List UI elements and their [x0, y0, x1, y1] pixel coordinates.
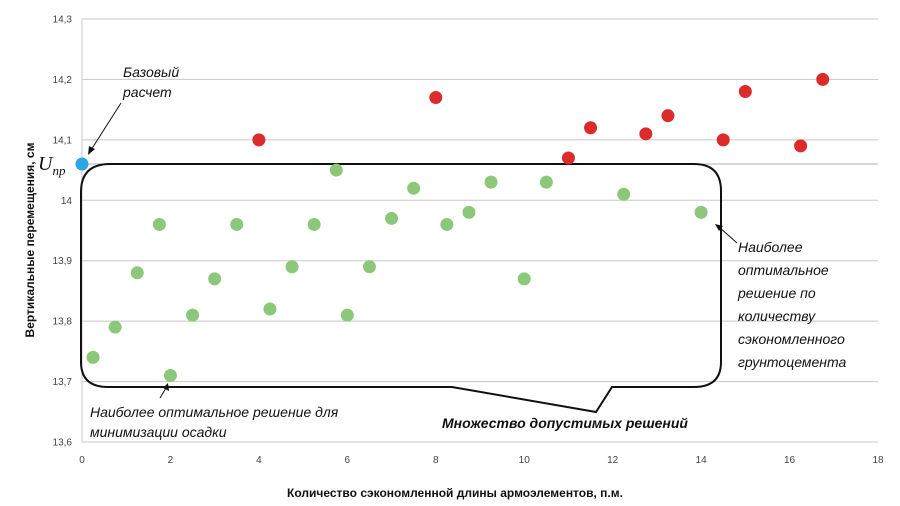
feasible-point — [307, 217, 321, 231]
infeasible-point — [794, 139, 808, 153]
feasible-point — [230, 217, 244, 231]
infeasible-point — [429, 91, 443, 105]
y-tick-label: 13,6 — [53, 438, 73, 449]
annotation-base-line2: расчет — [122, 84, 172, 100]
feasible-point — [407, 181, 421, 195]
feasible-point — [517, 272, 531, 286]
feasible-point — [440, 217, 454, 231]
feasible-point — [539, 175, 553, 189]
infeasible-point — [816, 72, 830, 86]
feasible-set-region — [80, 163, 722, 414]
infeasible-point — [561, 151, 575, 165]
annotation-opt-line3: решение по — [737, 285, 816, 301]
y-tick-label: 14 — [61, 196, 73, 207]
feasible-point — [617, 187, 631, 201]
y-tick-label: 13,7 — [53, 377, 73, 388]
feasible-point — [340, 308, 354, 322]
infeasible-point — [661, 109, 675, 123]
threshold-label: Uпр — [38, 153, 66, 178]
infeasible-point — [716, 133, 730, 147]
x-tick-label: 14 — [696, 455, 708, 466]
feasible-point — [362, 260, 376, 274]
annotation-opt-line4: количеству — [738, 308, 816, 324]
x-tick-labels: 0 2 4 6 8 10 12 14 16 18 — [79, 455, 884, 466]
annotation-opt-line2: оптимальное — [738, 262, 829, 278]
annotation-opt-line1: Наиболее — [738, 239, 803, 255]
feasible-point — [208, 272, 222, 286]
x-tick-label: 16 — [784, 455, 796, 466]
feasible-point — [86, 350, 100, 364]
infeasible-point — [738, 85, 752, 99]
threshold-label-sub: пр — [52, 163, 66, 178]
x-tick-label: 0 — [79, 455, 85, 466]
x-tick-label: 4 — [256, 455, 262, 466]
x-axis-title: Количество сэкономленной длины армоэлеме… — [287, 486, 623, 500]
annotation-opt-line6: грунтоцемента — [738, 354, 846, 370]
annotation-opt-arrowhead — [715, 224, 723, 231]
feasible-point — [385, 211, 399, 225]
annotation-opt-arrow — [718, 226, 738, 244]
feasible-point — [462, 205, 476, 219]
annotation-base-arrowhead — [88, 146, 95, 155]
x-tick-label: 8 — [433, 455, 439, 466]
feasible-point — [130, 266, 144, 280]
annotation-min-line2: минимизации осадки — [90, 424, 227, 440]
threshold-label-main: U — [38, 153, 54, 175]
gridlines — [81, 18, 878, 443]
y-tick-labels: 13,6 13,7 13,8 13,9 14 14,1 14,2 14,3 — [53, 15, 73, 449]
x-tick-label: 12 — [607, 455, 619, 466]
feasible-point — [694, 205, 708, 219]
feasible-point — [263, 302, 277, 316]
y-tick-label: 14,3 — [53, 15, 73, 26]
y-tick-label: 13,9 — [53, 256, 73, 267]
x-tick-label: 2 — [168, 455, 174, 466]
annotation-feasible-set: Множество допустимых решений — [442, 415, 688, 431]
x-tick-label: 18 — [872, 455, 884, 466]
infeasible-point — [639, 127, 653, 141]
feasible-point — [285, 260, 299, 274]
annotation-base-line1: Базовый — [123, 64, 179, 80]
annotation-min-line1: Наиболее оптимальное решение для — [90, 404, 339, 420]
x-tick-label: 6 — [345, 455, 351, 466]
data-points — [75, 72, 830, 383]
feasible-point — [329, 163, 343, 177]
feasible-point — [163, 369, 177, 383]
y-axis-title: Вертикальные перемещения, см — [23, 142, 37, 337]
annotation-min-arrow — [159, 387, 167, 399]
y-tick-label: 14,2 — [53, 75, 73, 86]
annotation-opt-line5: сэкономленного — [738, 331, 845, 347]
y-tick-label: 13,8 — [53, 317, 73, 328]
feasible-point — [152, 217, 166, 231]
x-tick-label: 10 — [519, 455, 531, 466]
y-tick-label: 14,1 — [53, 135, 73, 146]
annotation-base-arrow — [90, 102, 122, 151]
annotation-min-arrowhead — [163, 383, 169, 391]
base-point — [75, 157, 89, 171]
feasible-point — [186, 308, 200, 322]
infeasible-point — [584, 121, 598, 135]
feasible-point — [108, 320, 122, 334]
feasible-point — [484, 175, 498, 189]
infeasible-point — [252, 133, 266, 147]
